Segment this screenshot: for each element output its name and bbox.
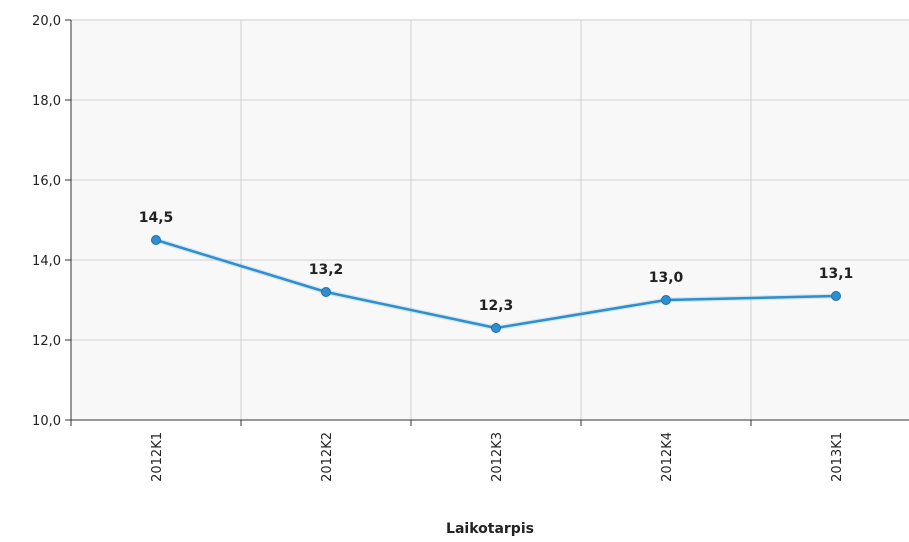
x-axis-title: Laikotarpis <box>446 521 534 537</box>
data-label: 13,1 <box>819 266 854 282</box>
data-label: 13,2 <box>309 262 344 278</box>
y-tick-label: 20,0 <box>32 14 61 29</box>
data-point <box>491 323 501 333</box>
data-point <box>831 291 841 301</box>
x-axis-tick-labels: 2012K1 2012K2 2012K3 2012K4 2013K1 <box>150 432 845 482</box>
x-tick-label: 2013K1 <box>830 432 845 482</box>
series-group <box>151 235 841 333</box>
grid-lines <box>71 19 909 420</box>
y-tick-label: 16,0 <box>32 174 61 189</box>
y-tick-label: 12,0 <box>32 334 61 349</box>
data-label: 14,5 <box>139 210 174 226</box>
axes <box>65 19 909 426</box>
data-point <box>661 295 671 305</box>
data-labels: 14,5 13,2 12,3 13,0 13,1 <box>139 210 854 314</box>
x-tick-label: 2012K2 <box>320 432 335 482</box>
data-label: 12,3 <box>479 298 514 314</box>
data-point <box>321 287 331 297</box>
data-label: 13,0 <box>649 270 684 286</box>
x-tick-label: 2012K3 <box>490 432 505 482</box>
plot-area <box>71 20 909 420</box>
x-tick-label: 2012K4 <box>660 432 675 482</box>
y-tick-label: 18,0 <box>32 94 61 109</box>
x-tick-label: 2012K1 <box>150 432 165 482</box>
y-tick-label: 14,0 <box>32 254 61 269</box>
y-axis-tick-labels: 10,0 12,0 14,0 16,0 18,0 20,0 <box>32 14 61 429</box>
y-tick-label: 10,0 <box>32 414 61 429</box>
data-point <box>151 235 161 245</box>
